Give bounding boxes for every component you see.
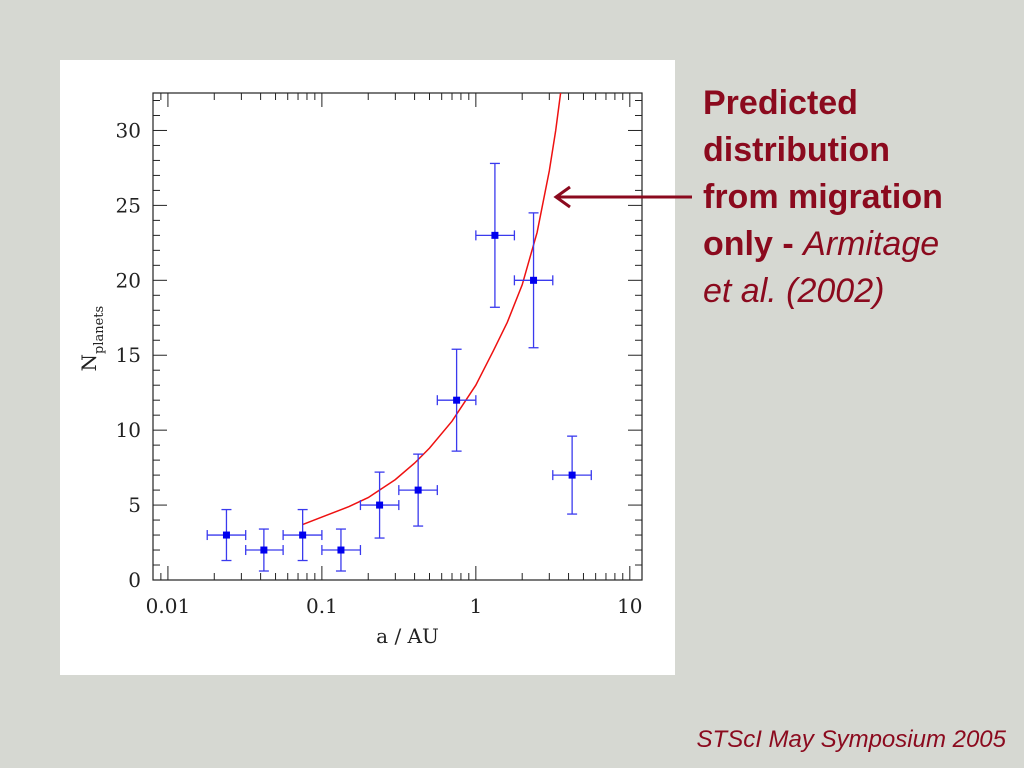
plot-panel: 0.01 0.1 1 10 0 5 10 15 20 25 30 a / AU Nplanets bbox=[60, 60, 675, 675]
data-point-group bbox=[436, 348, 477, 452]
x-tick-label: 10 bbox=[617, 594, 642, 618]
axis-titles: a / AU Nplanets bbox=[77, 306, 439, 648]
data-point-group bbox=[475, 162, 516, 308]
y-tick-label: 25 bbox=[116, 193, 141, 217]
data-point-marker bbox=[414, 486, 422, 494]
plot-frame bbox=[152, 92, 643, 581]
data-point-group bbox=[513, 212, 554, 349]
data-points bbox=[206, 162, 592, 572]
data-point-marker bbox=[299, 531, 307, 539]
y-tick-label: 10 bbox=[116, 418, 141, 442]
y-tick-label: 0 bbox=[128, 568, 141, 592]
annotation-line-3: from migration bbox=[703, 178, 943, 216]
annotation-author: Armitage bbox=[803, 225, 940, 263]
prediction-curve-group bbox=[302, 93, 562, 526]
data-point-marker bbox=[491, 231, 499, 239]
annotation-line-2: distribution bbox=[703, 131, 890, 169]
data-point-marker bbox=[337, 546, 345, 554]
tick-labels: 0.01 0.1 1 10 0 5 10 15 20 25 30 bbox=[116, 118, 643, 618]
axes-frame bbox=[152, 92, 643, 581]
data-point-marker bbox=[376, 501, 384, 509]
annotation-citation: et al. (2002) bbox=[703, 272, 885, 310]
y-axis-title-main: N bbox=[77, 354, 101, 372]
y-tick-label: 5 bbox=[128, 493, 141, 517]
data-point-marker bbox=[530, 276, 538, 284]
x-tick-label: 0.01 bbox=[146, 594, 191, 618]
data-point-marker bbox=[453, 396, 461, 404]
y-tick-label: 20 bbox=[116, 268, 141, 292]
x-tick-label: 0.1 bbox=[306, 594, 338, 618]
x-axis-title: a / AU bbox=[376, 624, 439, 648]
annotation-line-4: only - Armitage bbox=[703, 221, 1008, 268]
y-axis-title: Nplanets bbox=[77, 306, 107, 372]
y-tick-label: 15 bbox=[116, 343, 141, 367]
data-point-group bbox=[321, 528, 362, 572]
annotation-only-text: only - bbox=[703, 225, 804, 263]
data-point-group bbox=[245, 528, 284, 572]
data-point-group bbox=[552, 435, 592, 515]
minor-ticks bbox=[152, 93, 642, 581]
data-point-group bbox=[206, 508, 247, 562]
data-point-group bbox=[359, 471, 400, 539]
pointer-arrow bbox=[553, 185, 692, 209]
data-point-marker bbox=[568, 471, 576, 479]
data-point-marker bbox=[222, 531, 230, 539]
annotation-line-1: Predicted bbox=[703, 84, 858, 122]
x-tick-label: 1 bbox=[469, 594, 482, 618]
data-point-group bbox=[282, 508, 323, 562]
arrow-head bbox=[553, 185, 571, 209]
footer-credit: STScI May Symposium 2005 bbox=[696, 726, 1006, 753]
y-axis-title-subscript: planets bbox=[92, 306, 107, 354]
chart: 0.01 0.1 1 10 0 5 10 15 20 25 30 a / AU Nplanets bbox=[77, 92, 643, 648]
data-point-marker bbox=[260, 546, 268, 554]
y-tick-label: 30 bbox=[116, 118, 141, 142]
data-point-group bbox=[398, 453, 438, 527]
annotation-text: Predicted distribution from migration on… bbox=[703, 80, 1008, 315]
prediction-curve bbox=[302, 93, 562, 526]
